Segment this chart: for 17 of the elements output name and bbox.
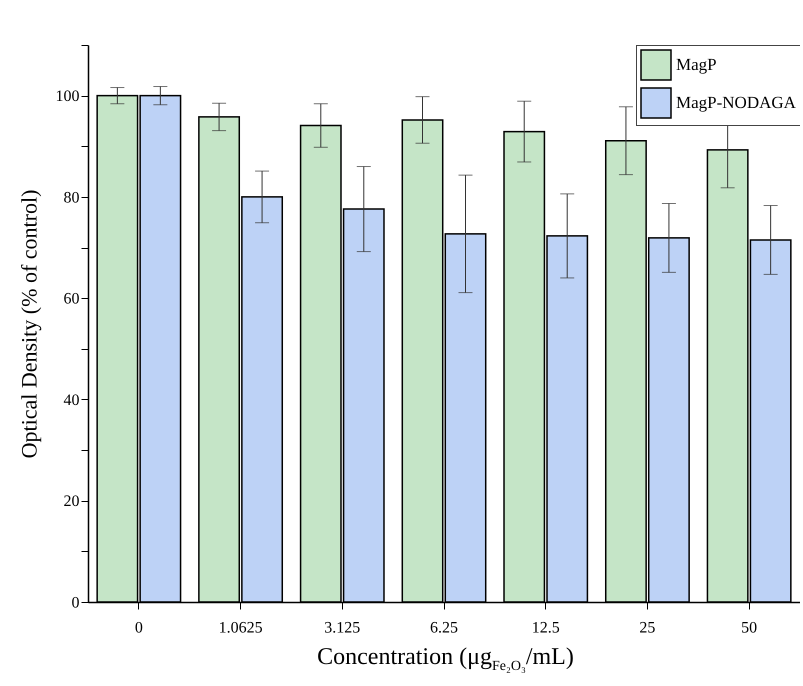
y-tick-label: 40 <box>64 392 80 409</box>
y-tick-label: 0 <box>72 594 80 612</box>
x-tick-label: 1.0625 <box>218 620 263 636</box>
x-axis-title: Concentration (μg$_{Fe₂O₃}$/mL) <box>316 644 575 675</box>
legend-label: MagP <box>676 55 717 74</box>
legend-label: MagP-NODAGA <box>676 93 797 112</box>
y-tick-label: 20 <box>64 493 80 510</box>
x-tick-label: 3.125 <box>324 620 360 636</box>
y-tick-label: 60 <box>64 290 80 308</box>
y-axis-title: Optical Density (% of control) <box>16 190 42 458</box>
y-tick-label: 80 <box>64 189 80 206</box>
x-tick-label: 6.25 <box>430 620 458 636</box>
y-tick-label: 100 <box>56 88 80 106</box>
x-tick-label: 0 <box>134 620 143 636</box>
x-tick-label: 25 <box>639 620 656 636</box>
x-tick-label: 12.5 <box>532 620 560 636</box>
x-tick-label: 50 <box>741 620 758 636</box>
